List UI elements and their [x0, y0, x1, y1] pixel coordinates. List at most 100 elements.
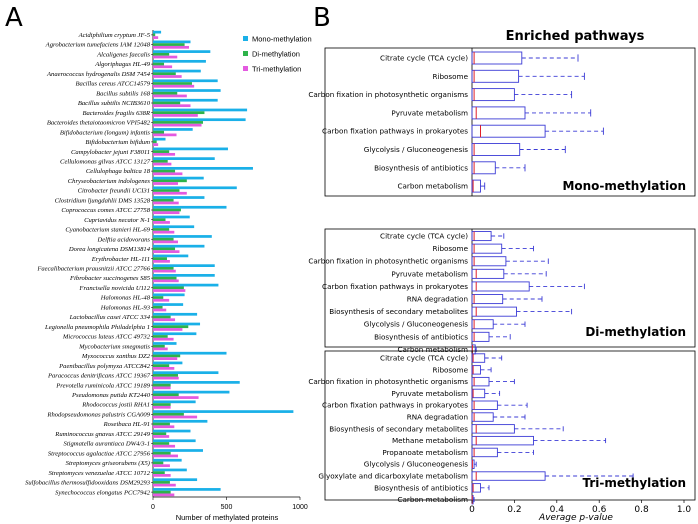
bar-tri-methylation	[153, 250, 180, 253]
bar-tri-methylation	[153, 123, 202, 127]
category-label: Micrococcus luteus ATCC 49732	[62, 334, 151, 341]
pathway-label: Pyruvate metabolism	[391, 389, 468, 398]
bar-tri-methylation	[153, 464, 170, 468]
bar-mono-methylation	[153, 40, 191, 44]
bar-tri-methylation	[153, 415, 198, 419]
pathway-label: Carbon fixation in photosynthetic organi…	[308, 377, 468, 386]
bar-di-methylation	[153, 461, 164, 465]
bar-mono-methylation	[153, 303, 184, 306]
bar-tri-methylation	[153, 260, 170, 263]
category-label: Citrobacter freundii UCI31	[78, 188, 150, 195]
bar-mono-methylation	[153, 186, 237, 190]
bar-tri-methylation	[153, 454, 178, 458]
bar-mono-methylation	[153, 488, 221, 491]
box	[471, 388, 486, 399]
bar-mono-methylation	[153, 215, 190, 219]
bar-mono-methylation	[153, 458, 182, 462]
category-label: Bacillus cereus ATCC14579	[76, 81, 151, 88]
pathway-label: Biosynthesis of antibiotics	[374, 332, 468, 341]
bar-di-methylation	[153, 169, 176, 173]
bar-tri-methylation	[153, 240, 178, 244]
category-label: Clostridium ljungdahlii DMS 13528	[55, 197, 151, 204]
bar-di-methylation	[153, 208, 181, 212]
bar-tri-methylation	[153, 396, 199, 399]
boxplot-x-tick-label: 0	[469, 505, 475, 515]
bar-mono-methylation	[153, 274, 215, 277]
bar-tri-methylation	[153, 474, 171, 477]
bar-di-methylation	[153, 286, 184, 290]
bar-tri-methylation	[153, 221, 170, 224]
box	[471, 268, 505, 279]
bar-tri-methylation	[153, 279, 179, 283]
bar-mono-methylation	[153, 390, 230, 394]
bar-tri-methylation	[153, 269, 176, 273]
bar-tri-methylation	[153, 182, 178, 185]
box	[471, 231, 492, 242]
bar-mono-methylation	[153, 118, 246, 122]
category-label: Cellulophaga baltica 18	[86, 168, 151, 175]
bar-mono-methylation	[153, 30, 162, 34]
bar-mono-methylation	[153, 468, 187, 472]
box	[471, 306, 517, 317]
category-label: Cyanobacterium stanieri HL-69	[65, 227, 150, 234]
bar-mono-methylation	[153, 79, 218, 83]
bar-tri-methylation	[153, 386, 171, 390]
bar-di-methylation	[153, 43, 185, 46]
category-label: Dorea longicatena DSM13814	[68, 246, 151, 253]
bar-di-methylation	[153, 315, 171, 319]
box	[471, 471, 546, 481]
bar-tri-methylation	[153, 230, 175, 234]
bar-tri-methylation	[153, 94, 187, 98]
bar-mono-methylation	[153, 50, 211, 53]
panel-b-letter: B	[313, 3, 331, 33]
pathway-label: Pyruvate metabolism	[391, 269, 468, 278]
bar-mono-methylation	[153, 381, 240, 384]
pathway-label: RNA degradation	[407, 295, 468, 304]
pathway-label: Methane metabolism	[392, 436, 468, 445]
bar-mono-methylation	[153, 166, 253, 170]
category-label: Streptomyces griseorubens (X5)	[66, 460, 150, 467]
legend-label: Mono-methylation	[252, 35, 312, 44]
pathway-label: Carbon fixation pathways in prokaryotes	[322, 282, 468, 291]
bar-mono-methylation	[153, 410, 294, 413]
pathway-label: Biosynthesis of antibiotics	[374, 483, 468, 492]
category-label: Paenibacillus polymyxa ATCC842	[58, 363, 151, 370]
pathway-label: Biosynthesis of secondary metabolites	[329, 307, 468, 316]
category-label: Mycobacterium smegmatis	[78, 343, 150, 350]
category-label: Lactobacillus casei ATCC 334	[69, 314, 151, 321]
bar-di-methylation	[153, 335, 168, 338]
bar-tri-methylation	[153, 376, 179, 380]
bar-di-methylation	[153, 179, 187, 183]
category-label: Acidiphilium cryptum JF-5	[78, 32, 151, 39]
bar-tri-methylation	[153, 162, 172, 166]
bar-di-methylation	[153, 432, 167, 436]
bar-mono-methylation	[153, 205, 227, 209]
bar-mono-methylation	[153, 439, 196, 443]
legend-swatch	[243, 36, 248, 41]
bar-mono-methylation	[153, 293, 185, 297]
bar-tri-methylation	[153, 84, 195, 88]
bar-tri-methylation	[153, 289, 186, 292]
bar-mono-methylation	[153, 235, 212, 238]
category-label: Rhodopseudomonas palustris CGA009	[46, 411, 150, 418]
legend: Mono-methylation Di-methylation Tri-methyl…	[243, 35, 312, 74]
category-label: Anaerococcus hydrogenalis DSM 7454	[46, 71, 151, 78]
bar-mono-methylation	[153, 176, 204, 180]
bar-di-methylation	[153, 33, 156, 37]
bar-tri-methylation	[153, 318, 176, 322]
box	[471, 424, 515, 434]
category-label: Roseibaca HL-91	[103, 421, 150, 428]
bar-mono-methylation	[153, 196, 205, 199]
bar-di-methylation	[153, 374, 178, 377]
bar-tri-methylation	[153, 75, 182, 78]
boxplot-x-tick-label: 0.8	[634, 505, 649, 515]
group-title: Mono-methylation	[562, 179, 686, 193]
bar-di-methylation	[153, 228, 170, 231]
box	[471, 106, 526, 120]
bar-tri-methylation	[153, 493, 175, 497]
category-label: Halomonas HL-48	[100, 295, 151, 302]
pathway-label: Glycolysis / Gluconeogenesis	[364, 145, 468, 154]
bar-tri-methylation	[153, 337, 174, 341]
boxplot-x-tick-label: 0.4	[550, 505, 565, 515]
box	[471, 124, 546, 138]
